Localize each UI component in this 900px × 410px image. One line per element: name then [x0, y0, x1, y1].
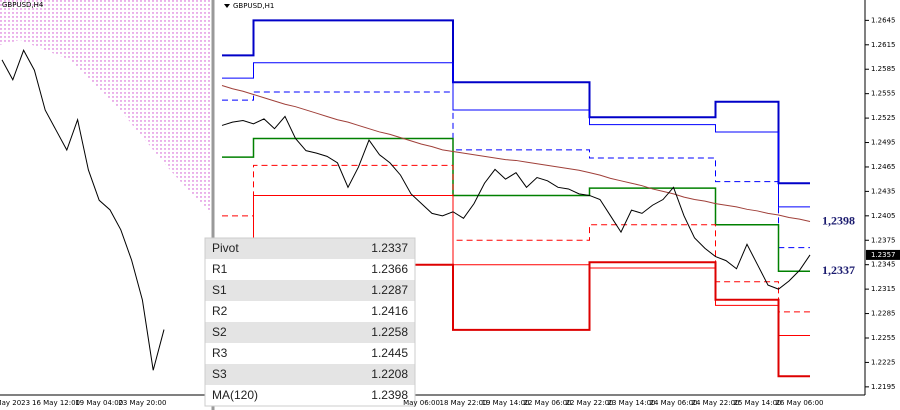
main-title: GBPUSD,H1: [233, 2, 274, 10]
table-row: [205, 343, 415, 364]
row-name: R3: [212, 346, 228, 360]
x-tick-label: May 06:00: [403, 399, 440, 407]
price-line: [221, 115, 811, 290]
row-value: 1.2398: [371, 388, 408, 402]
left-title: GBPUSD,H4: [2, 1, 44, 9]
level-line: [222, 91, 810, 249]
row-value: 1.2258: [371, 325, 408, 339]
y-tick-label: 1.2315: [871, 285, 896, 293]
table-row: [205, 259, 415, 280]
y-tick-label: 1.2345: [871, 261, 896, 269]
level-annotation: 1,2337: [822, 263, 855, 277]
level-line: [222, 137, 810, 272]
table-row: [205, 301, 415, 322]
ichimoku-cloud: [0, 0, 212, 215]
x-tick-label: 24 May 22:00: [691, 399, 739, 407]
y-tick-label: 1.2255: [871, 334, 896, 342]
table-row: [205, 238, 415, 259]
y-tick-label: 1.2285: [871, 310, 896, 318]
table-row: [205, 385, 415, 406]
row-name: Pivot: [212, 241, 239, 255]
row-name: R1: [212, 262, 228, 276]
main-chart: [221, 19, 811, 378]
row-value: 1.2287: [371, 283, 408, 297]
row-name: MA(120): [212, 388, 258, 402]
y-tick-label: 1.2225: [871, 358, 896, 366]
x-tick-label: 22 May 06:00: [523, 399, 571, 407]
x-tick-label: 19 May 14:00: [481, 399, 529, 407]
y-tick-label: 1.2375: [871, 236, 896, 244]
x-tick-label: 16 May 12:00: [32, 399, 80, 407]
y-tick-label: 1.2495: [871, 139, 896, 147]
x-tick-label: 18 May 22:00: [439, 399, 487, 407]
y-tick-label: 1.2525: [871, 114, 896, 122]
y-tick-label: 1.2555: [871, 90, 896, 98]
row-name: S3: [212, 367, 227, 381]
row-value: 1.2366: [371, 262, 408, 276]
x-tick-label: 25 May 14:00: [733, 399, 781, 407]
level-line: [222, 19, 810, 185]
y-tick-label: 1.2585: [871, 65, 896, 73]
pivot-table: Pivot 1.2337 R1 1.2366 S1 1.2287 R2 1.2416 S2 1.2…: [204, 237, 416, 407]
row-name: S2: [212, 325, 227, 339]
row-name: R2: [212, 304, 228, 318]
row-name: S1: [212, 283, 227, 297]
last-price-tag: [866, 249, 900, 260]
row-value: 1.2208: [371, 367, 408, 381]
row-value: 1.2445: [371, 346, 408, 360]
y-tick-label: 1.2405: [871, 212, 896, 220]
x-tick-label: May 2023: [0, 399, 30, 407]
table-row: [205, 280, 415, 301]
y-tick-label: 1.2645: [871, 16, 896, 24]
x-tick-label: 23 May 14:00: [607, 399, 655, 407]
x-tick-label: 22 May 22:00: [565, 399, 613, 407]
left-panel: [0, 0, 212, 215]
price-line: [1, 49, 165, 371]
table-row: [205, 322, 415, 343]
left-chart: [1, 49, 165, 371]
row-value: 1.2337: [371, 241, 408, 255]
x-tick-label: 19 May 04:00: [75, 399, 123, 407]
last-price-label: 1.2357: [871, 251, 896, 259]
y-tick-label: 1.2615: [871, 41, 896, 49]
x-tick-label: 26 May 06:00: [775, 399, 823, 407]
table-row: [205, 364, 415, 385]
x-tick-label: 24 May 06:00: [649, 399, 697, 407]
level-line: [222, 62, 810, 208]
x-tick-label: 23 May 20:00: [118, 399, 166, 407]
table-border: [204, 237, 416, 407]
row-value: 1.2416: [371, 304, 408, 318]
y-tick-label: 1.2435: [871, 187, 896, 195]
y-tick-label: 1.2195: [871, 383, 896, 391]
level-annotation: 1,2398: [822, 213, 855, 227]
title-arrow: [224, 4, 230, 8]
level-line: [221, 85, 811, 223]
y-tick-label: 1.2465: [871, 163, 896, 171]
